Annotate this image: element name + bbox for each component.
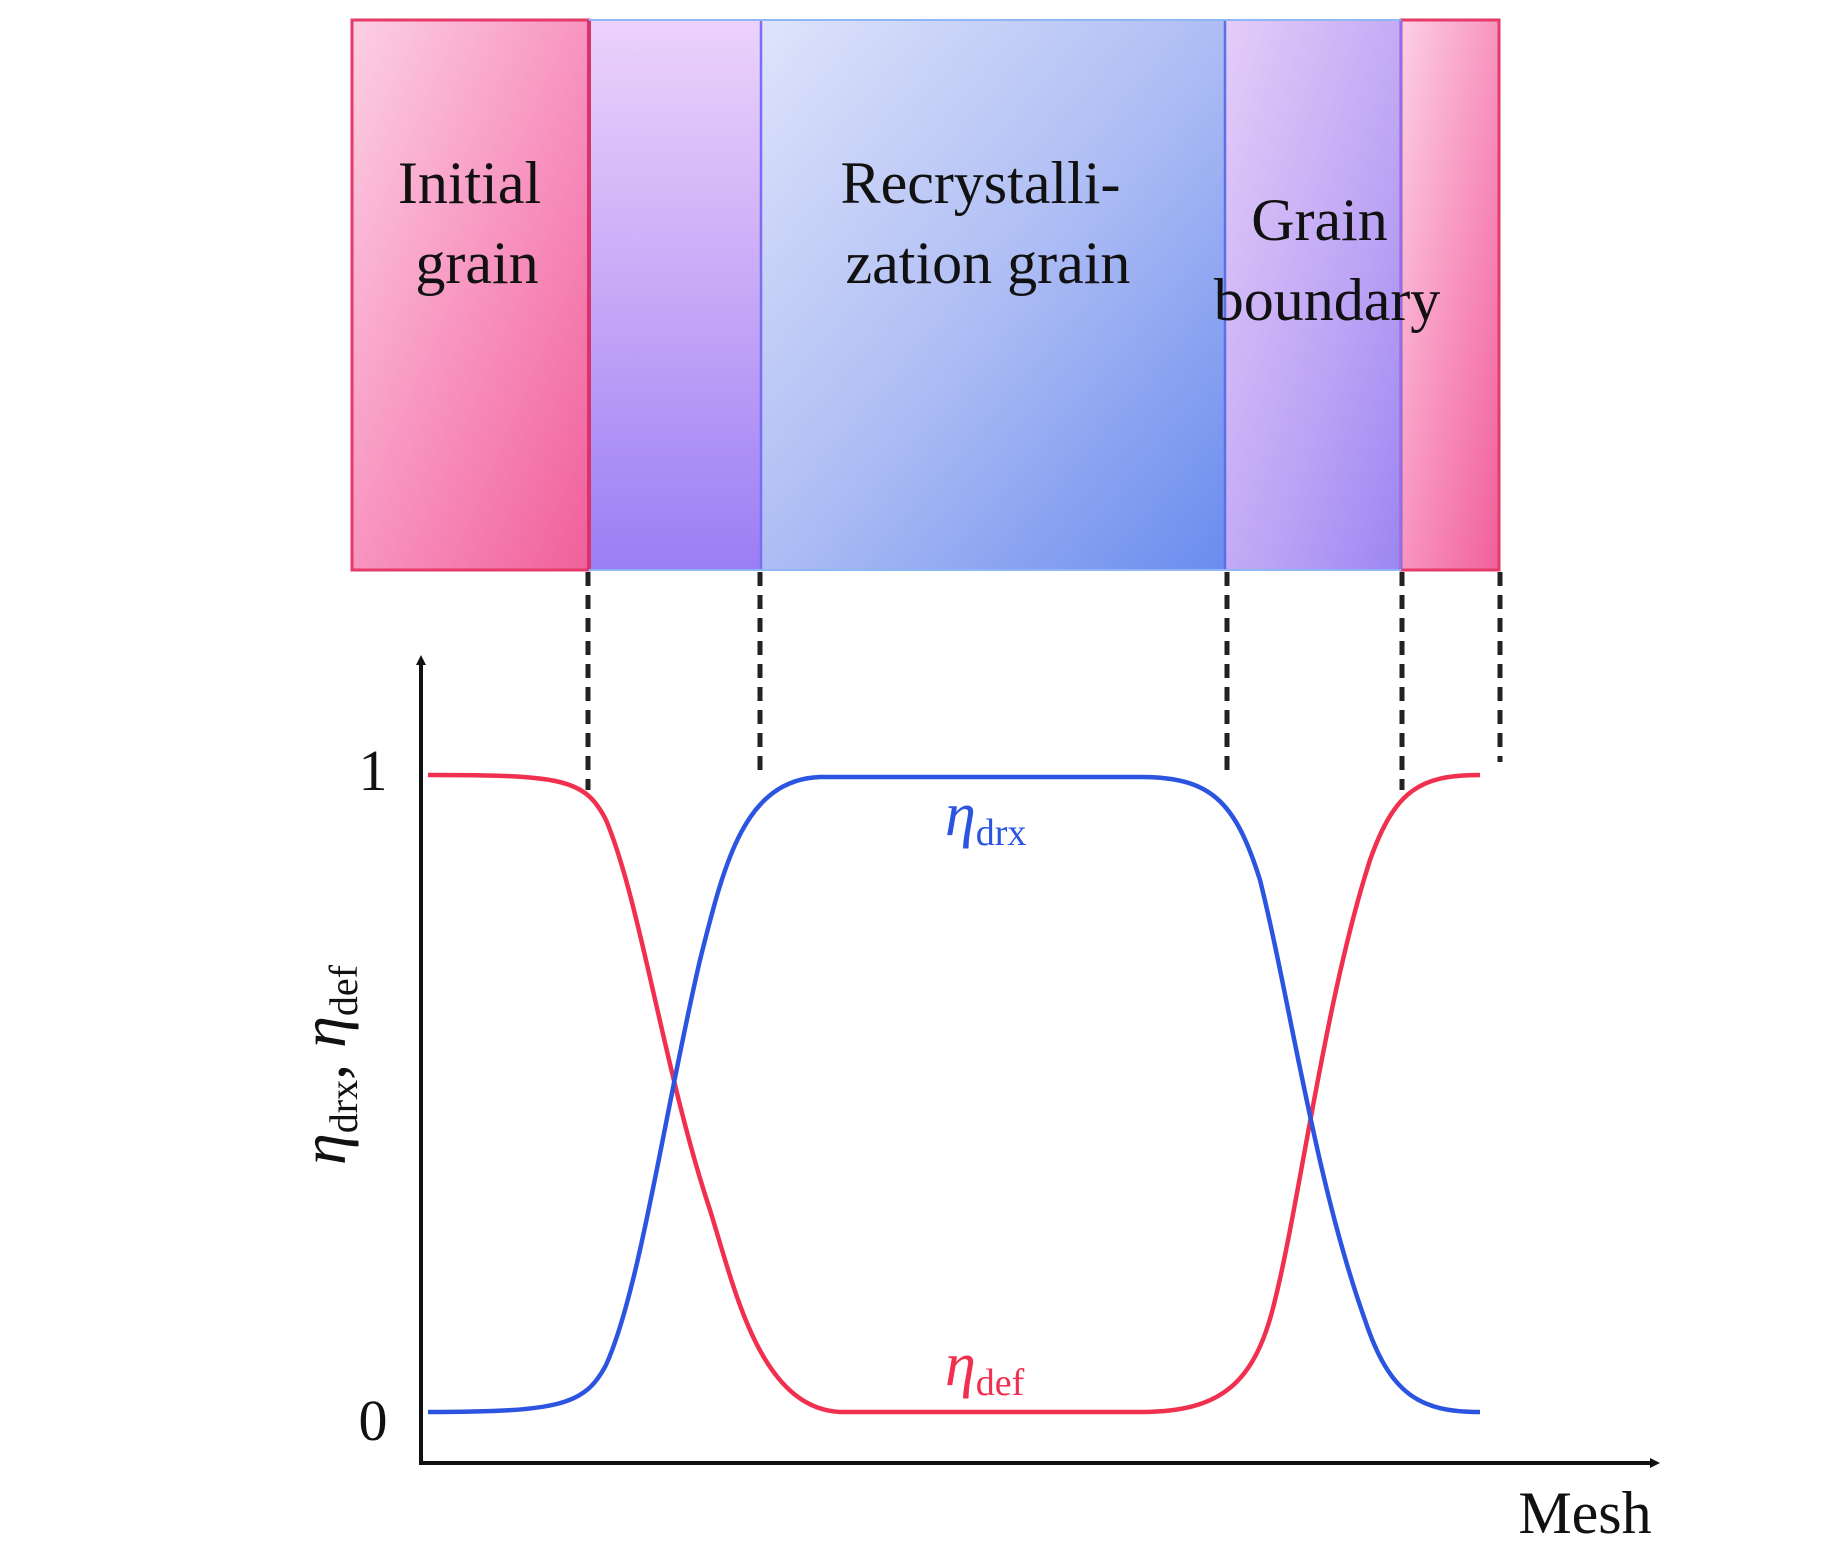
region-initial-grain-left	[350, 18, 591, 572]
curve-eta-drx	[427, 774, 1481, 1415]
region-recrystallization-grain	[760, 19, 1226, 571]
label-recrystallization-grain: Recrystalli- zation grain	[841, 150, 1136, 296]
x-axis-label: Mesh	[1518, 1480, 1651, 1542]
label-grain-boundary: Grain boundary	[1214, 187, 1441, 333]
y-tick-0: 0	[359, 1388, 388, 1453]
label-initial-grain: Initial grain	[398, 150, 556, 296]
axes	[416, 655, 1660, 1468]
curves	[427, 772, 1481, 1415]
region-boundary-left	[588, 19, 762, 571]
grain-bar: Initial grain Recrystalli- zation grain …	[350, 18, 1501, 572]
guide-lines	[585, 572, 1503, 790]
label-eta-def: ηdef	[945, 1331, 1025, 1404]
y-axis-label: ηdrx, ηdef	[288, 964, 366, 1165]
label-eta-drx: ηdrx	[945, 781, 1026, 854]
curve-eta-def	[427, 772, 1481, 1415]
region-initial-grain-right	[1399, 18, 1501, 572]
y-tick-1: 1	[359, 738, 388, 803]
